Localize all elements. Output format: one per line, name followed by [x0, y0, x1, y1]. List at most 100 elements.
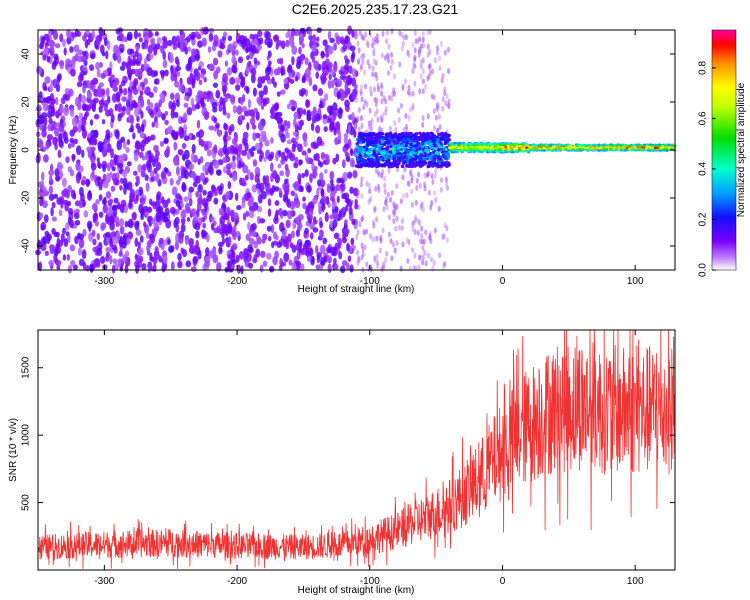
heatmap-cell	[37, 119, 44, 125]
heatmap-cell	[401, 139, 406, 144]
heatmap-cell	[211, 185, 217, 193]
heatmap-cell	[360, 83, 364, 90]
heatmap-cell	[192, 244, 199, 254]
heatmap-cell	[404, 123, 408, 130]
heatmap-cell	[440, 177, 444, 184]
heatmap-cell	[174, 216, 180, 225]
heatmap-cell	[250, 73, 256, 84]
heatmap-cell	[248, 210, 255, 219]
heatmap-cell	[413, 54, 417, 61]
heatmap-cell	[380, 90, 384, 97]
heatmap-cell	[509, 142, 513, 145]
heatmap-cell	[334, 137, 338, 145]
heatmap-cell	[290, 230, 295, 239]
heatmap-cell	[155, 43, 161, 50]
heatmap-cell	[385, 29, 389, 36]
heatmap-cell	[319, 244, 326, 255]
heatmap-cell	[296, 56, 302, 66]
heatmap-cell	[319, 221, 323, 229]
heatmap-cell	[69, 129, 75, 137]
heatmap-cell	[639, 144, 644, 147]
heatmap-cell	[317, 160, 322, 167]
heatmap-cell	[216, 262, 222, 272]
heatmap-cell	[190, 48, 197, 56]
heatmap-cell	[316, 254, 321, 264]
heatmap-cell	[355, 164, 360, 168]
heatmap-cell	[319, 100, 324, 109]
heatmap-cell	[354, 152, 359, 156]
heatmap-cell	[239, 34, 245, 45]
heatmap-cell	[381, 30, 385, 37]
heatmap-cell	[272, 255, 278, 266]
heatmap-cell	[494, 144, 498, 147]
colorbar-tick-label: 0.2	[698, 212, 709, 226]
heatmap-cell	[570, 145, 574, 149]
heatmap-cell	[85, 264, 90, 272]
heatmap-cell	[199, 156, 204, 164]
heatmap-cell	[310, 232, 314, 240]
heatmap-cell	[66, 254, 71, 261]
heatmap-cell	[665, 149, 669, 152]
heatmap-cell	[369, 266, 373, 273]
heatmap-cell	[357, 47, 361, 54]
heatmap-cell	[445, 92, 449, 99]
heatmap-cell	[320, 50, 325, 59]
heatmap-cell	[306, 115, 312, 122]
heatmap-cell	[63, 237, 69, 248]
heatmap-cell	[198, 79, 203, 86]
heatmap-cell	[262, 175, 267, 185]
heatmap-cell	[274, 200, 280, 206]
heatmap-cell	[117, 155, 124, 165]
heatmap-cell	[381, 227, 385, 234]
heatmap-cell	[312, 141, 317, 150]
heatmap-cell	[447, 133, 451, 138]
heatmap-cell	[139, 197, 146, 205]
heatmap-cell	[251, 205, 256, 212]
heatmap-cell	[200, 139, 204, 148]
heatmap-cell	[253, 57, 258, 65]
heatmap-cell	[46, 233, 52, 242]
heatmap-cell	[53, 53, 59, 61]
heatmap-cell	[473, 147, 477, 151]
heatmap-cell	[161, 113, 166, 121]
heatmap-cell	[656, 146, 660, 149]
heatmap-cell	[340, 95, 345, 102]
heatmap-cell	[126, 63, 131, 74]
heatmap-cell	[340, 182, 346, 192]
heatmap-cell	[339, 36, 345, 44]
heatmap-cell	[137, 84, 141, 93]
heatmap-cell	[448, 144, 452, 147]
heatmap-cell	[393, 120, 397, 127]
heatmap-cell	[202, 222, 206, 229]
heatmap-cell	[530, 148, 534, 151]
heatmap-cell	[426, 75, 430, 82]
heatmap-cell	[411, 225, 415, 232]
heatmap-cell	[132, 88, 139, 96]
heatmap-cell	[284, 163, 289, 171]
heatmap-cell	[423, 172, 427, 179]
heatmap-cell	[644, 147, 649, 150]
heatmap-cell	[306, 184, 312, 193]
heatmap-cell	[401, 161, 406, 166]
heatmap-cell	[162, 59, 168, 69]
heatmap-cell	[246, 169, 251, 176]
heatmap-cell	[392, 73, 396, 80]
heatmap-cell	[555, 145, 560, 149]
heatmap-cell	[44, 42, 48, 48]
heatmap-cell	[210, 222, 215, 231]
heatmap-cell	[270, 137, 274, 144]
heatmap-cell	[200, 73, 205, 79]
heatmap-cell	[95, 36, 100, 46]
heatmap-cell	[213, 116, 218, 124]
heatmap-cell	[82, 51, 87, 57]
heatmap-cell	[409, 152, 413, 156]
heatmap-cell	[134, 189, 141, 199]
x-tick-label: -300	[94, 276, 114, 287]
heatmap-cell	[359, 90, 363, 97]
heatmap-cell	[139, 235, 144, 243]
heatmap-cell	[245, 233, 251, 241]
heatmap-cell	[445, 160, 449, 164]
heatmap-cell	[36, 104, 42, 111]
heatmap-cell	[153, 144, 159, 153]
heatmap-cell	[69, 169, 75, 177]
